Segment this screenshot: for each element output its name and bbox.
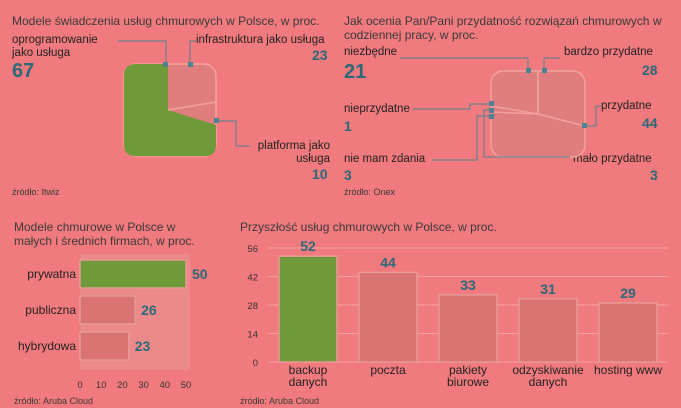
chart4-y-tick: 28 (247, 301, 258, 312)
chart2-divider-4 (490, 105, 539, 115)
chart3-bar (79, 295, 136, 325)
chart3-x-tick: 40 (160, 380, 171, 391)
chart1-value-iaas: 23 (312, 47, 328, 63)
chart4-bar (598, 302, 658, 363)
chart4-y-tick: 0 (253, 358, 258, 369)
chart1-value-paas: 10 (312, 166, 328, 182)
chart1-marker-saas (163, 62, 168, 67)
chart2-connector-niezbedne (400, 57, 529, 70)
chart4-bar (438, 294, 498, 363)
chart1-title: Modele świadczenia usług chmurowych w Po… (12, 14, 320, 28)
chart1-label-paas: platforma jako usługa (257, 140, 330, 165)
chart1-pie (118, 40, 250, 157)
chart4-y-tick: 14 (247, 330, 258, 341)
chart2-label-malo: mało przydatne (573, 153, 652, 165)
chart2-connector-malo (483, 109, 570, 158)
chart1-slice-saas (124, 64, 216, 156)
chart2-connector-nie-mam (432, 115, 491, 161)
chart4-plot: 0 14 28 42 56 52 backup danych 44 poczta 33 pakiety… (247, 238, 668, 389)
chart4-value-label: 33 (460, 277, 476, 293)
chart1-source: źródło: Itwiz (12, 187, 60, 197)
chart2-value-niezbedne: 21 (344, 61, 367, 83)
chart4-value-label: 44 (380, 254, 396, 270)
chart2-title: Jak ocenia Pan/Pani przydatność rozwiąza… (344, 14, 662, 42)
chart2-label-nie-mam: nie mam zdania (344, 153, 426, 165)
chart2-divider-3 (490, 111, 539, 115)
chart2-connector-przydatne (585, 105, 601, 127)
chart4-category-label: pakiety biurowe (447, 363, 489, 389)
chart3-value-label: 23 (135, 338, 151, 354)
chart4-value-label: 52 (300, 238, 316, 254)
chart2-source: źródło: Onex (344, 187, 396, 197)
chart2-label-nieprzydatne: nieprzydatne (344, 103, 410, 115)
chart3-source: źródło: Aruba Cloud (14, 396, 94, 406)
chart4-category-label: hosting www (594, 363, 662, 377)
chart2-pie (400, 57, 601, 161)
chart1-marker-iaas (188, 62, 193, 67)
chart3-bar (79, 331, 130, 361)
chart4-category-label: odzyskiwanie danych (512, 363, 584, 389)
chart1-slice-divider (167, 101, 217, 111)
chart1-connector-iaas (189, 40, 196, 64)
chart4-category-label: backup danych (289, 363, 328, 389)
chart3-category-label: prywatna (27, 267, 76, 281)
chart4-bar (518, 298, 578, 363)
chart4-bar (278, 255, 338, 363)
chart3-title: Modele chmurowe w Polsce w małych i śred… (14, 220, 195, 248)
chart2-value-nieprzydatne: 1 (344, 118, 352, 134)
chart1-label-saas: oprogramowanie jako usługa (12, 34, 98, 59)
chart3-category-label: hybrydowa (18, 339, 76, 353)
chart3-x-tick: 30 (138, 380, 149, 391)
chart2-value-bardzo: 28 (642, 62, 658, 78)
chart2-value-malo: 3 (650, 167, 658, 183)
chart1-value-saas: 67 (12, 60, 35, 82)
chart3-x-tick: 20 (117, 380, 128, 391)
chart3-value-label: 26 (141, 302, 157, 318)
chart2-divider-2 (537, 113, 586, 127)
chart3-bar (79, 259, 187, 289)
chart2-connector-bardzo (543, 57, 560, 70)
chart4-y-tick: 56 (247, 244, 258, 255)
chart3-plot: prywatna 50 publiczna 26 hybrydowa 23 0 10 20 30 4… (18, 254, 208, 391)
chart2-value-nie-mam: 3 (344, 167, 352, 183)
chart3-x-tick: 0 (77, 380, 82, 391)
chart4-value-label: 31 (540, 281, 556, 297)
chart4-source: źródło: Aruba Cloud (240, 396, 320, 406)
chart2-connector-nieprzydatne (413, 103, 491, 110)
chart2-label-niezbedne: niezbędne (344, 46, 398, 58)
chart4-title: Przyszłość usług chmurowych w Polsce, w … (240, 220, 497, 234)
chart1-marker-paas (214, 118, 219, 123)
chart2-label-przydatne: przydatne (601, 100, 652, 112)
chart4-category-label: poczta (370, 363, 406, 377)
chart3-value-label: 50 (192, 266, 208, 282)
chart3-x-tick: 10 (96, 380, 107, 391)
chart1-label-iaas: infrastruktura jako usługa (196, 34, 325, 46)
chart2-value-przydatne: 44 (642, 115, 658, 131)
chart4-value-label: 29 (620, 285, 636, 301)
chart1-connector-saas (118, 40, 167, 65)
chart3-x-tick: 50 (181, 380, 192, 391)
chart2-label-bardzo: bardzo przydatne (564, 46, 653, 58)
chart1-connector-paas (217, 120, 250, 147)
chart4-bar (358, 271, 418, 363)
chart4-y-tick: 42 (247, 273, 258, 284)
chart3-category-label: publiczna (25, 303, 76, 317)
